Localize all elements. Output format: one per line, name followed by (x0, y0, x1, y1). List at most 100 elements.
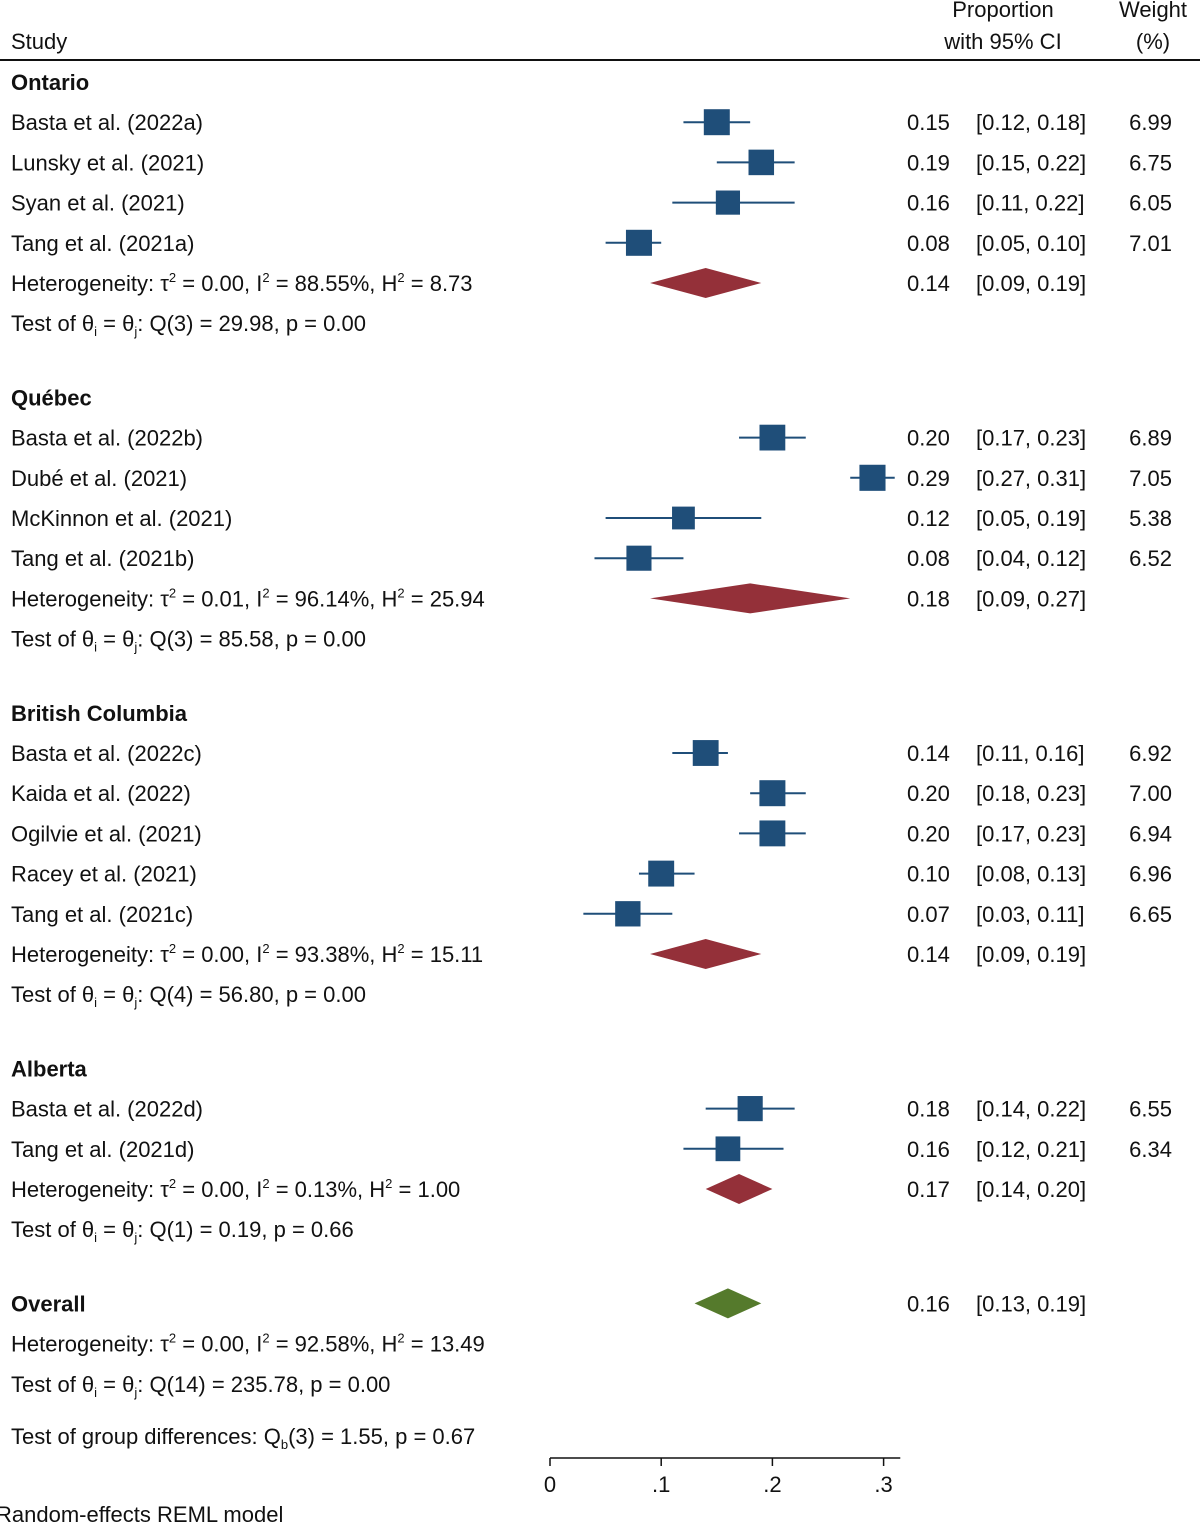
study-ci: [0.04, 0.12] (976, 546, 1086, 571)
subgroup-ci: [0.09, 0.27] (976, 586, 1086, 611)
header-study: Study (11, 29, 67, 54)
x-tick-label: .1 (652, 1472, 670, 1497)
subgroup-ci: [0.14, 0.20] (976, 1177, 1086, 1202)
study-label: Tang et al. (2021d) (11, 1137, 194, 1162)
study-estimate: 0.08 (907, 546, 950, 571)
header-proportion: Proportion (952, 0, 1054, 22)
study-marker (759, 780, 786, 807)
x-tick-label: 0 (544, 1472, 556, 1497)
x-tick-label: .2 (763, 1472, 781, 1497)
study-ci: [0.03, 0.11] (976, 902, 1084, 927)
study-estimate: 0.29 (907, 466, 950, 491)
study-label: Tang et al. (2021a) (11, 231, 194, 256)
study-marker (759, 424, 786, 451)
study-estimate: 0.08 (907, 231, 950, 256)
study-ci: [0.15, 0.22] (976, 150, 1086, 175)
x-tick-label: .3 (874, 1472, 892, 1497)
subgroup-estimate: 0.18 (907, 586, 950, 611)
study-ci: [0.12, 0.21] (976, 1137, 1086, 1162)
study-weight: 6.52 (1129, 546, 1172, 571)
header-weight: Weight (1119, 0, 1187, 22)
subgroup-diamond (650, 939, 762, 969)
group-title: British Columbia (11, 701, 188, 726)
study-ci: [0.05, 0.10] (976, 231, 1086, 256)
study-weight: 6.55 (1129, 1097, 1172, 1122)
heterogeneity-text: Heterogeneity: τ2 = 0.00, I2 = 88.55%, H… (11, 270, 473, 296)
study-label: Kaida et al. (2022) (11, 781, 191, 806)
study-weight: 6.75 (1129, 150, 1172, 175)
study-label: Dubé et al. (2021) (11, 466, 187, 491)
study-ci: [0.11, 0.16] (976, 741, 1084, 766)
study-marker (859, 464, 886, 491)
study-label: Basta et al. (2022d) (11, 1097, 203, 1122)
study-label: Ogilvie et al. (2021) (11, 821, 202, 846)
study-weight: 6.99 (1129, 110, 1172, 135)
study-weight: 5.38 (1129, 506, 1172, 531)
study-estimate: 0.15 (907, 110, 950, 135)
overall-diamond (694, 1288, 762, 1319)
subgroup-estimate: 0.17 (907, 1177, 950, 1202)
study-weight: 6.89 (1129, 426, 1172, 451)
heterogeneity-text: Heterogeneity: τ2 = 0.00, I2 = 0.13%, H2… (11, 1176, 460, 1202)
study-label: Racey et al. (2021) (11, 862, 197, 887)
study-ci: [0.17, 0.23] (976, 821, 1086, 846)
group-title: Ontario (11, 70, 89, 95)
study-weight: 6.05 (1129, 191, 1172, 216)
study-ci: [0.11, 0.22] (976, 191, 1084, 216)
study-ci: [0.08, 0.13] (976, 862, 1086, 887)
study-weight: 7.05 (1129, 466, 1172, 491)
study-weight: 6.96 (1129, 862, 1172, 887)
study-weight: 6.65 (1129, 902, 1172, 927)
study-weight: 6.34 (1129, 1137, 1172, 1162)
study-ci: [0.17, 0.23] (976, 426, 1086, 451)
group-differences-test: Test of group differences: Qb(3) = 1.55,… (11, 1424, 475, 1452)
study-ci: [0.12, 0.18] (976, 110, 1086, 135)
study-estimate: 0.19 (907, 150, 950, 175)
study-estimate: 0.20 (907, 781, 950, 806)
study-weight: 6.94 (1129, 821, 1172, 846)
study-marker (626, 545, 652, 571)
study-marker (692, 740, 719, 766)
study-marker (748, 149, 775, 176)
overall-title: Overall (11, 1291, 86, 1316)
subgroup-diamond (650, 583, 851, 614)
subgroup-estimate: 0.14 (907, 942, 950, 967)
study-weight: 7.00 (1129, 781, 1172, 806)
study-estimate: 0.18 (907, 1097, 950, 1122)
overall-ci: [0.13, 0.19] (976, 1291, 1086, 1316)
study-marker (615, 901, 641, 927)
study-estimate: 0.16 (907, 1137, 950, 1162)
group-title: Alberta (11, 1056, 88, 1081)
study-marker (672, 506, 695, 530)
study-ci: [0.05, 0.19] (976, 506, 1086, 531)
study-ci: [0.27, 0.31] (976, 466, 1086, 491)
study-label: Tang et al. (2021c) (11, 902, 193, 927)
header-ci: with 95% CI (943, 29, 1061, 54)
heterogeneity-text: Heterogeneity: τ2 = 0.00, I2 = 93.38%, H… (11, 941, 483, 967)
study-label: Lunsky et al. (2021) (11, 150, 204, 175)
study-estimate: 0.20 (907, 426, 950, 451)
subgroup-ci: [0.09, 0.19] (976, 942, 1086, 967)
overall-heterogeneity: Heterogeneity: τ2 = 0.00, I2 = 92.58%, H… (11, 1331, 485, 1357)
overall-estimate: 0.16 (907, 1291, 950, 1316)
footnote: Random-effects REML model (0, 1502, 283, 1527)
study-ci: [0.14, 0.22] (976, 1097, 1086, 1122)
homogeneity-test: Test of θi = θj: Q(1) = 0.19, p = 0.66 (11, 1217, 354, 1245)
study-label: Basta et al. (2022a) (11, 110, 203, 135)
study-estimate: 0.16 (907, 191, 950, 216)
study-label: McKinnon et al. (2021) (11, 506, 232, 531)
study-ci: [0.18, 0.23] (976, 781, 1086, 806)
group-title: Québec (11, 385, 92, 410)
overall-homogeneity-test: Test of θi = θj: Q(14) = 235.78, p = 0.0… (11, 1372, 390, 1400)
header-weight-unit: (%) (1136, 29, 1170, 54)
subgroup-ci: [0.09, 0.19] (976, 271, 1086, 296)
subgroup-diamond (650, 268, 762, 298)
study-marker (703, 109, 730, 136)
subgroup-estimate: 0.14 (907, 271, 950, 296)
study-marker (648, 860, 675, 887)
homogeneity-test: Test of θi = θj: Q(3) = 85.58, p = 0.00 (11, 627, 366, 655)
study-estimate: 0.14 (907, 741, 950, 766)
study-marker (759, 820, 786, 847)
study-marker (715, 1136, 741, 1162)
study-estimate: 0.20 (907, 821, 950, 846)
